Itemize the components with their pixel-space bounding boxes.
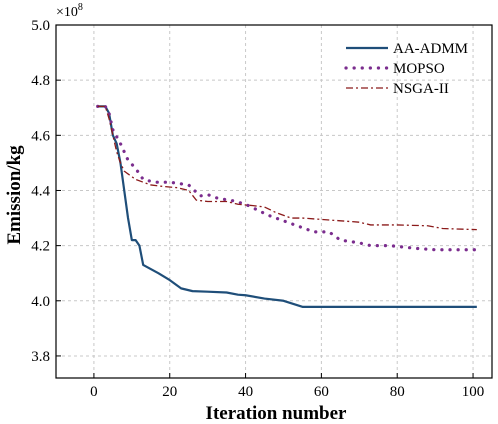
y-tick-label: 4.2 bbox=[31, 239, 50, 255]
y-tick-label: 4.6 bbox=[31, 128, 50, 144]
y-tick-label: 4.4 bbox=[31, 183, 50, 199]
legend-label: AA-ADMM bbox=[393, 41, 468, 57]
x-tick-label: 60 bbox=[314, 384, 329, 400]
x-tick-label: 20 bbox=[162, 384, 177, 400]
series-line-mopso bbox=[96, 104, 479, 252]
x-tick-label: 100 bbox=[462, 384, 485, 400]
x-tick-label: 0 bbox=[90, 384, 98, 400]
y-axis-title: Emission/kg bbox=[4, 145, 25, 245]
legend-label: MOPSO bbox=[393, 61, 445, 77]
y-tick-label: 3.8 bbox=[31, 349, 50, 365]
series-line-aa-admm bbox=[97, 105, 477, 308]
y-tick-label: 4.0 bbox=[31, 294, 50, 310]
x-tick-label: 40 bbox=[238, 384, 253, 400]
y-tick-label: 5.0 bbox=[31, 18, 50, 34]
y-multiplier-exp: 8 bbox=[78, 2, 83, 13]
x-tick-label: 80 bbox=[390, 384, 405, 400]
legend-label: NSGA-II bbox=[393, 81, 449, 97]
series-layer bbox=[96, 104, 479, 308]
y-multiplier-base: ×10 bbox=[56, 5, 78, 20]
y-tick-label: 4.8 bbox=[31, 73, 50, 89]
grid bbox=[56, 25, 492, 378]
x-axis-title: Iteration number bbox=[206, 403, 347, 424]
series-line-nsga-ii bbox=[97, 105, 477, 231]
legend: AA-ADMM MOPSO NSGA-II bbox=[344, 41, 468, 97]
axis-ticks: 0 20 40 60 80 100 3.8 4.0 4.2 4.4 4.6 4.8 5.0 bbox=[31, 18, 484, 400]
y-multiplier: ×108 bbox=[56, 2, 83, 20]
plot-frame bbox=[55, 24, 493, 379]
